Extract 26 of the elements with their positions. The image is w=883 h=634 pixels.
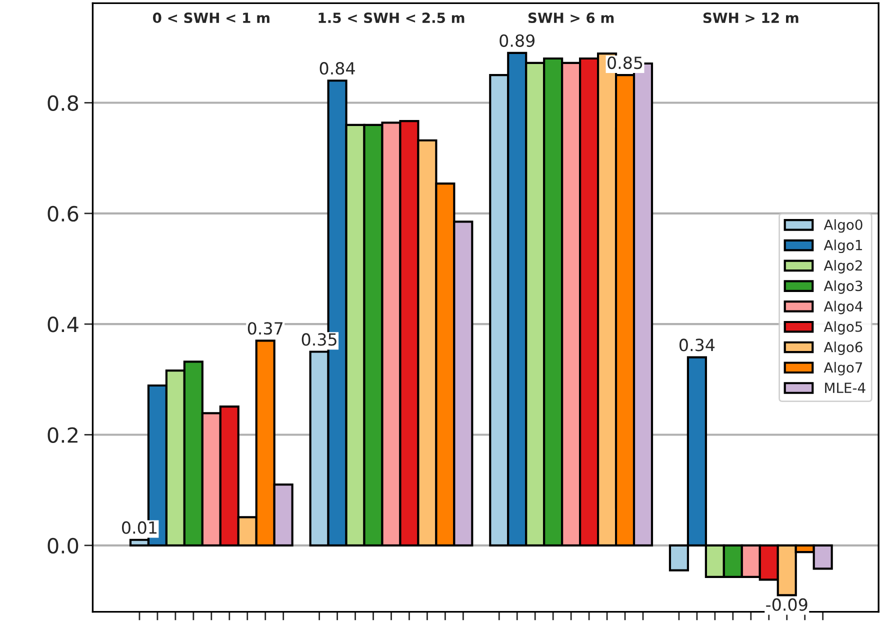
legend-label: Algo2	[824, 260, 862, 274]
data-label: 0.35	[302, 333, 336, 346]
legend-label: Algo4	[824, 300, 862, 314]
x-tick-label: 0 < SWH < 1 m	[152, 12, 270, 24]
legend-label: Algo0	[824, 219, 862, 233]
legend-label: Algo1	[824, 240, 862, 254]
y-tick-label: 0.2	[48, 427, 78, 443]
data-label: 0.84	[320, 62, 355, 75]
legend-label: MLE-4	[825, 382, 866, 393]
data-label: 0.37	[248, 322, 282, 335]
y-tick-label: 0.8	[48, 95, 78, 111]
x-tick-label: SWH > 12 m	[703, 12, 798, 24]
data-label: -0.09	[766, 598, 808, 611]
legend-label: Algo3	[824, 280, 862, 294]
x-tick-label: SWH > 6 m	[528, 12, 614, 24]
data-label: 0.01	[122, 521, 156, 534]
legend-label: Algo7	[824, 362, 862, 376]
data-label: 0.34	[680, 338, 715, 352]
y-tick-label: 0.4	[48, 316, 78, 332]
data-label: 0.85	[608, 56, 642, 70]
x-tick-label: 1.5 < SWH < 2.5 m	[318, 12, 464, 24]
y-tick-label: 0.6	[48, 206, 78, 222]
data-label: 0.89	[500, 34, 535, 47]
legend-label: Algo5	[824, 321, 862, 335]
legend-label: Algo6	[824, 342, 862, 355]
y-tick-label: 0.0	[48, 538, 78, 554]
